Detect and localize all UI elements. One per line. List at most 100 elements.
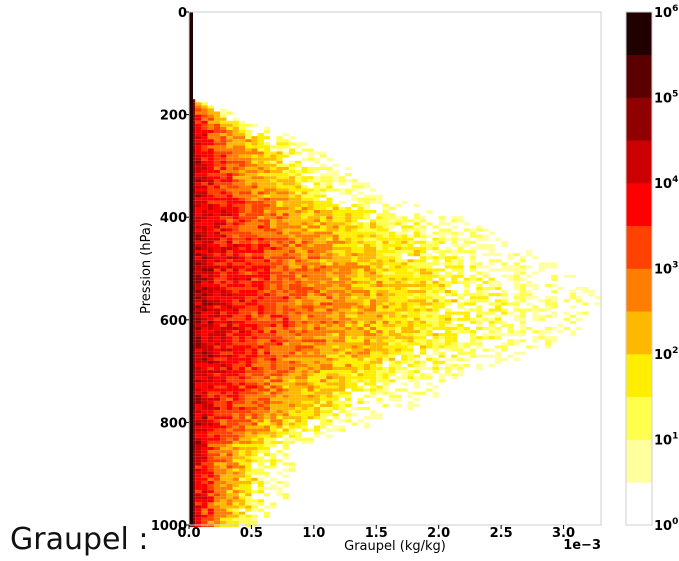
heatmap-cell: [257, 484, 264, 488]
heatmap-cell: [295, 203, 302, 207]
heatmap-cell: [226, 490, 233, 494]
heatmap-cell: [276, 268, 283, 272]
heatmap-cell: [438, 280, 445, 284]
heatmap-cell: [245, 123, 252, 127]
heatmap-cell: [382, 379, 389, 383]
heatmap-cell: [313, 311, 320, 315]
heatmap-cell: [426, 240, 433, 244]
heatmap-cell: [444, 237, 452, 241]
heatmap-cell: [245, 379, 252, 383]
heatmap-cell: [251, 471, 258, 475]
heatmap-cell: [207, 108, 214, 112]
heatmap-cell: [320, 188, 327, 192]
heatmap-cell: [432, 357, 439, 361]
heatmap-cell: [382, 403, 389, 407]
heatmap-cell: [313, 351, 320, 355]
heatmap-cell: [251, 413, 258, 417]
heatmap-cell: [276, 256, 283, 260]
heatmap-cell: [332, 317, 339, 321]
heatmap-cell: [282, 222, 289, 226]
heatmap-cell: [370, 416, 377, 420]
heatmap-cell: [326, 170, 333, 174]
heatmap-cell: [232, 265, 239, 269]
heatmap-cell: [338, 382, 345, 386]
heatmap-cell: [288, 268, 296, 272]
heatmap-cell: [232, 511, 239, 515]
heatmap-cell: [301, 397, 308, 401]
heatmap-cell: [226, 336, 233, 340]
heatmap-cell: [232, 440, 239, 444]
heatmap-cell: [282, 373, 289, 377]
heatmap-cell: [201, 388, 208, 392]
heatmap-cell: [270, 314, 277, 318]
heatmap-cell: [245, 345, 252, 349]
heatmap-cell: [326, 274, 333, 278]
heatmap-cell: [276, 493, 283, 497]
heatmap-cell: [295, 160, 302, 164]
heatmap-cell: [195, 342, 202, 346]
heatmap-cell: [232, 154, 239, 158]
heatmap-cell: [345, 367, 352, 371]
heatmap-cell: [226, 219, 233, 223]
heatmap-cell: [220, 348, 227, 352]
heatmap-cell: [226, 367, 233, 371]
heatmap-cell: [413, 250, 420, 254]
heatmap-cell: [257, 394, 264, 398]
heatmap-cell: [238, 296, 246, 300]
heatmap-cell: [201, 194, 208, 198]
heatmap-cell: [426, 296, 433, 300]
heatmap-cell: [338, 231, 345, 235]
heatmap-cell: [220, 407, 227, 411]
heatmap-cell: [207, 268, 214, 272]
heatmap-cell: [494, 237, 502, 241]
heatmap-cell: [382, 311, 389, 315]
heatmap-cell: [401, 225, 408, 229]
heatmap-cell: [251, 253, 258, 257]
heatmap-cell: [276, 403, 283, 407]
heatmap-cell: [251, 210, 258, 214]
heatmap-cell: [263, 514, 271, 518]
heatmap-cell: [288, 166, 296, 170]
heatmap-cell: [438, 234, 445, 238]
heatmap-cell: [326, 388, 333, 392]
heatmap-cell: [232, 490, 239, 494]
heatmap-cell: [226, 496, 233, 500]
heatmap-cell: [220, 287, 227, 291]
heatmap-cell: [207, 139, 214, 143]
heatmap-cell: [320, 314, 327, 318]
heatmap-cell: [307, 363, 314, 367]
heatmap-cell: [282, 197, 289, 201]
heatmap-cell: [232, 524, 239, 528]
heatmap-cell: [413, 231, 420, 235]
heatmap-cell: [388, 262, 395, 266]
heatmap-cell: [245, 225, 252, 229]
heatmap-cell: [295, 200, 302, 204]
heatmap-cell: [220, 243, 227, 247]
heatmap-cell: [295, 407, 302, 411]
heatmap-cell: [307, 176, 314, 180]
heatmap-cell: [320, 290, 327, 294]
heatmap-cell: [307, 194, 314, 198]
heatmap-cell: [295, 400, 302, 404]
heatmap-cell: [195, 305, 202, 309]
heatmap-cell: [245, 290, 252, 294]
heatmap-cell: [232, 151, 239, 155]
heatmap-cell: [220, 370, 227, 374]
heatmap-cell: [245, 428, 252, 432]
heatmap-cell: [320, 342, 327, 346]
heatmap-cell: [357, 222, 364, 226]
heatmap-cell: [214, 219, 221, 223]
heatmap-cell: [226, 154, 233, 158]
heatmap-cell: [382, 348, 389, 352]
heatmap-cell: [320, 333, 327, 337]
heatmap-cell: [432, 305, 439, 309]
heatmap-cell: [226, 351, 233, 355]
heatmap-cell: [301, 250, 308, 254]
heatmap-cell: [307, 302, 314, 306]
heatmap-cell: [288, 290, 296, 294]
heatmap-cell: [351, 234, 358, 238]
heatmap-cell: [201, 382, 208, 386]
heatmap-cell: [270, 173, 277, 177]
heatmap-cell: [320, 354, 327, 358]
heatmap-cell: [214, 468, 221, 472]
